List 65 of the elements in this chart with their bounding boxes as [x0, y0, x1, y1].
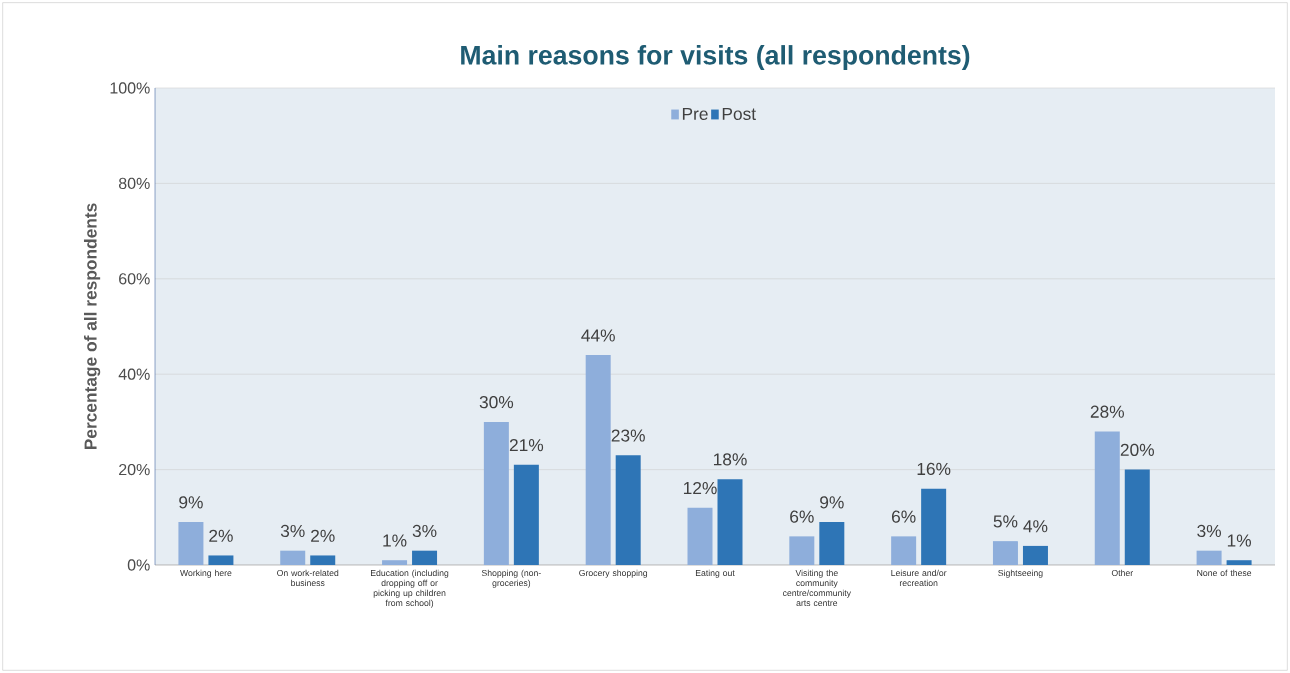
data-label: 9%: [820, 496, 844, 509]
x-tick-label: Leisure and/or recreation: [891, 569, 947, 587]
data-label: 2%: [209, 529, 233, 542]
bar: [1226, 560, 1252, 565]
y-tick-label: 60%: [119, 273, 150, 285]
x-tick-label: On work-related business: [277, 569, 339, 587]
data-label: 3%: [412, 524, 437, 538]
bar: [412, 550, 438, 565]
data-label: 12%: [683, 481, 717, 495]
bar: [513, 464, 539, 565]
bar: [280, 550, 306, 565]
y-tick-label: 80%: [118, 177, 150, 190]
data-label: 21%: [509, 439, 544, 452]
bar: [992, 541, 1018, 565]
data-label: 4%: [1023, 520, 1048, 533]
data-label: 1%: [1227, 534, 1252, 547]
x-tick-label: Visiting the community centre/community arts centre: [783, 569, 851, 607]
legend-label: Pre: [682, 107, 708, 120]
data-label: 16%: [917, 462, 951, 476]
bar: [310, 555, 336, 565]
bar: [789, 536, 815, 565]
bar: [483, 421, 509, 565]
y-tick-label: 100%: [110, 82, 150, 94]
bar: [1094, 431, 1120, 565]
bar: [208, 555, 234, 565]
bar: [1124, 469, 1150, 565]
data-label: 3%: [1197, 524, 1222, 538]
data-label: 3%: [280, 524, 305, 538]
bar: [1196, 550, 1222, 565]
bar: [921, 488, 947, 565]
bar: [717, 479, 743, 565]
data-label: 18%: [713, 453, 747, 466]
bar: [585, 355, 611, 565]
bar: [687, 507, 713, 565]
bar: [819, 522, 845, 565]
bar: [891, 536, 917, 565]
x-tick-label: Working here: [180, 569, 232, 578]
x-tick-label: Grocery shopping: [579, 569, 648, 578]
data-label: 1%: [383, 534, 407, 547]
data-label: 28%: [1090, 405, 1125, 418]
y-axis-title: Percentage of all respondents: [83, 203, 101, 450]
chart-title: Main reasons for visits (all respondents): [461, 45, 970, 70]
bar: [615, 455, 641, 565]
data-label: 6%: [790, 510, 814, 523]
data-label: 2%: [311, 529, 335, 542]
y-tick-label: 20%: [119, 463, 150, 476]
x-tick-label: Sightseeing: [998, 569, 1043, 578]
x-tick-label: Eating out: [695, 569, 735, 578]
data-label: 20%: [1120, 443, 1155, 456]
legend-label: Post: [722, 107, 756, 120]
data-label: 9%: [179, 496, 203, 509]
data-label: 30%: [479, 396, 514, 409]
y-tick-label: 0%: [127, 559, 150, 571]
data-label: 6%: [891, 510, 916, 523]
bar: [382, 560, 408, 565]
data-label: 44%: [581, 329, 615, 342]
y-tick-label: 40%: [118, 368, 150, 380]
x-tick-label: Other: [1111, 569, 1133, 577]
x-tick-label: Education (including dropping off or picking up children from school): [371, 569, 449, 608]
data-label: 23%: [611, 429, 645, 442]
x-tick-label: None of these: [1197, 569, 1252, 577]
data-label: 5%: [993, 515, 1018, 528]
bar: [178, 522, 204, 565]
bar: [1022, 545, 1048, 565]
x-tick-label: Shopping (non-groceries): [481, 569, 541, 588]
